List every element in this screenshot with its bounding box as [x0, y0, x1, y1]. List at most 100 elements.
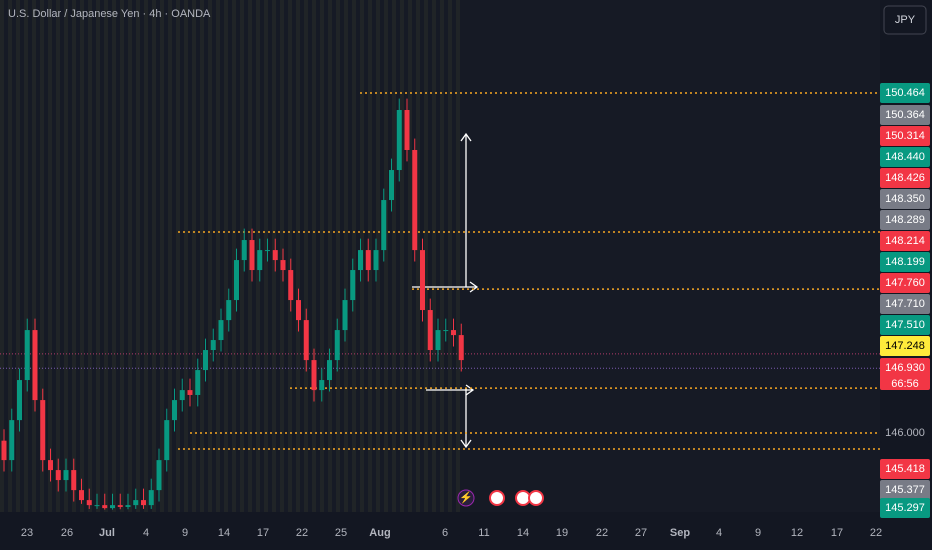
candle-body	[94, 505, 100, 507]
price-label-bg	[880, 189, 930, 209]
band	[408, 0, 412, 512]
x-tick-label: 14	[517, 527, 529, 539]
candle-body	[79, 490, 84, 501]
x-tick-label: 25	[335, 527, 347, 539]
candle-body	[458, 335, 464, 361]
candle-body	[187, 390, 193, 395]
candle-body	[179, 390, 185, 401]
candle-body	[24, 330, 30, 381]
price-label-bg	[880, 105, 930, 125]
band	[104, 0, 108, 512]
band	[336, 0, 340, 512]
price-label: 150.464	[885, 87, 925, 99]
band	[168, 0, 172, 512]
band	[320, 0, 324, 512]
x-tick-label: 27	[635, 527, 647, 539]
price-label: 147.510	[885, 319, 925, 331]
band	[40, 0, 44, 512]
price-label: 145.377	[885, 484, 925, 496]
band	[152, 0, 156, 512]
candle-body	[443, 330, 449, 332]
price-label-bg	[880, 423, 930, 443]
candle-body	[9, 420, 15, 461]
x-tick-label: 9	[182, 527, 188, 539]
candle-body	[288, 270, 294, 301]
candle-body	[32, 330, 38, 401]
x-tick-label: Jul	[99, 527, 115, 539]
candle-body	[156, 460, 162, 491]
band	[344, 0, 348, 512]
price-label-bg	[880, 126, 930, 146]
x-tick-label: 11	[478, 527, 489, 539]
x-tick-label: 17	[257, 527, 269, 539]
price-label: 147.248	[885, 340, 925, 352]
candle-body	[71, 470, 77, 491]
price-label: 148.199	[885, 256, 925, 268]
band	[112, 0, 116, 512]
countdown: 66:56	[891, 378, 919, 390]
price-label: 148.426	[885, 172, 925, 184]
band	[128, 0, 132, 512]
candle-body	[241, 240, 247, 261]
candle-body	[358, 250, 363, 271]
candle-body	[420, 250, 425, 311]
x-tick-label: 23	[21, 527, 33, 539]
candle-body	[249, 240, 255, 271]
candle-body	[435, 330, 441, 351]
candle-body	[148, 490, 154, 506]
candle-body	[48, 460, 53, 471]
x-tick-label: 14	[218, 527, 230, 539]
price-label: 148.214	[885, 235, 925, 247]
candle-body	[334, 330, 340, 361]
price-label-bg	[880, 480, 930, 500]
x-tick-label: 17	[831, 527, 843, 539]
time-axis	[0, 512, 932, 550]
price-label: 150.364	[885, 109, 925, 121]
candle-body	[389, 170, 394, 201]
candle-body	[117, 505, 123, 507]
candle-body	[86, 500, 92, 506]
price-label: 150.314	[885, 130, 925, 142]
candle-body	[141, 500, 146, 506]
price-label: 148.289	[885, 214, 925, 226]
candle-body	[427, 310, 433, 351]
band	[328, 0, 332, 512]
x-tick-label: 22	[870, 527, 882, 539]
x-tick-label: 19	[556, 527, 568, 539]
band	[72, 0, 76, 512]
candle-body	[234, 260, 239, 301]
price-label-bg	[880, 252, 930, 272]
x-tick-label: 12	[791, 527, 803, 539]
x-tick-label: Sep	[670, 527, 690, 539]
currency[interactable]: JPY	[895, 14, 916, 26]
svg-text:⚡: ⚡	[459, 491, 473, 504]
band	[224, 0, 228, 512]
band	[184, 0, 188, 512]
band	[16, 0, 20, 512]
band	[0, 0, 4, 512]
band	[280, 0, 284, 512]
band	[200, 0, 204, 512]
x-tick-label: 9	[755, 527, 761, 539]
candle-body	[102, 505, 108, 509]
band	[56, 0, 60, 512]
band	[432, 0, 436, 512]
band	[296, 0, 300, 512]
band	[424, 0, 428, 512]
price-label: 147.710	[885, 298, 925, 310]
candle-body	[218, 320, 224, 341]
candle-body	[280, 260, 286, 271]
band	[8, 0, 12, 512]
price-label: 148.350	[885, 193, 925, 205]
price-label: 147.760	[885, 277, 925, 289]
candle-body	[1, 440, 7, 461]
currency-box[interactable]	[883, 5, 927, 35]
x-tick-label: 22	[596, 527, 608, 539]
candle-body	[404, 109, 410, 150]
candle-body	[125, 505, 131, 507]
symbol-title: U.S. Dollar / Japanese Yen · 4h · OANDA	[8, 8, 211, 20]
candle-body	[365, 250, 371, 271]
price-label-bg	[880, 498, 930, 518]
band	[144, 0, 148, 512]
